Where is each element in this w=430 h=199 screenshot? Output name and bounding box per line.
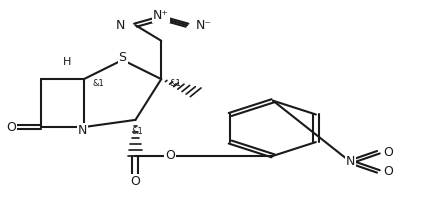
Text: O: O	[131, 175, 140, 187]
Text: O: O	[6, 121, 15, 134]
Text: N⁺: N⁺	[153, 9, 169, 22]
Text: O: O	[383, 165, 393, 178]
Text: N: N	[116, 19, 125, 32]
Text: N⁻: N⁻	[195, 19, 212, 32]
Text: H: H	[62, 57, 71, 67]
Text: O: O	[165, 149, 175, 162]
Text: &1: &1	[92, 79, 104, 88]
Text: N: N	[78, 124, 87, 137]
Text: O: O	[383, 146, 393, 159]
Text: &1: &1	[170, 79, 181, 88]
Text: N: N	[346, 155, 355, 168]
Text: &1: &1	[131, 127, 143, 136]
Text: S: S	[119, 51, 126, 64]
